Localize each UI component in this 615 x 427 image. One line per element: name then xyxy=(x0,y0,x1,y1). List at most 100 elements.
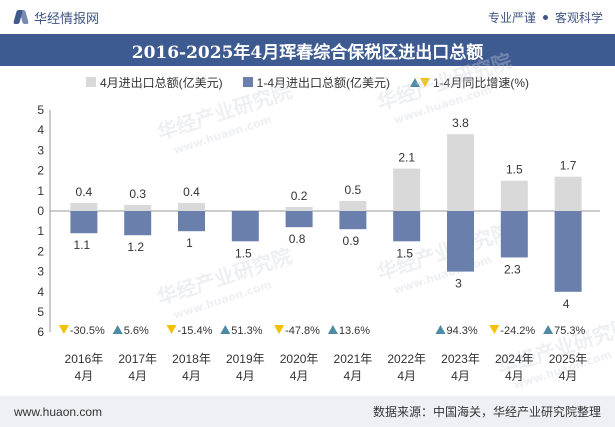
growth-up-icon xyxy=(112,325,123,334)
y-tick-label: 0 xyxy=(37,204,44,218)
growth-label: 51.3% xyxy=(231,325,262,337)
bar-total-label: 2.1 xyxy=(398,151,415,165)
bar-cumulative xyxy=(124,211,152,236)
x-tick-label-month: 4月 xyxy=(344,369,363,383)
growth-label: -15.4% xyxy=(178,325,213,337)
x-tick-label-year: 2022年 xyxy=(387,352,426,366)
x-tick-label-month: 4月 xyxy=(290,369,309,383)
growth-markers: -30.5% 5.6% -15.4% 51.3% -47.8% 13.6% 94.3% -24… xyxy=(58,325,586,337)
y-tick-label: 5 xyxy=(37,305,44,319)
bar-cumulative-label: 1.5 xyxy=(235,246,252,260)
growth-up-icon xyxy=(220,325,231,334)
y-tick-label: 2 xyxy=(37,244,44,258)
bar-total xyxy=(178,202,205,211)
bar-cumulative xyxy=(178,211,205,232)
x-tick-label-year: 2017年 xyxy=(118,352,157,366)
footer-website: www.huaon.com xyxy=(14,404,103,419)
bar-total xyxy=(70,202,98,211)
y-tick-label: 5 xyxy=(37,103,44,117)
footer: www.huaon.com 数据来源：中国海关，华经产业研究院整理 xyxy=(0,396,615,427)
bar-cumulative-label: 2.3 xyxy=(504,262,521,276)
legend-swatch-total xyxy=(85,77,96,87)
legend-item-cumulative: 1-4月进出口总额(亿美元) xyxy=(242,74,390,91)
x-axis: 2016年 4月 2017年 4月 2018年 4月 2019年 4月 2020年 4月 2021年… xyxy=(65,352,588,383)
growth-label: 13.6% xyxy=(339,325,370,337)
y-tick-label: 6 xyxy=(37,325,44,339)
growth-down-icon xyxy=(166,325,177,334)
bar-total xyxy=(447,134,474,211)
bar-total-label: 0.2 xyxy=(291,189,308,203)
triangle-down-icon xyxy=(420,77,430,87)
x-tick-label-year: 2016年 xyxy=(65,352,104,366)
chart-canvas: 华经产业研究院www.huaon.com华经产业研究院www.huaon.com… xyxy=(37,49,615,392)
brand: 华经情报网 xyxy=(14,8,99,27)
y-tick-label: 4 xyxy=(37,285,44,299)
chart-title: 2016-2025年4月珲春综合保税区进出口总额 xyxy=(131,42,484,63)
bar-total-label: 1.5 xyxy=(506,163,523,177)
bar-cumulative-label: 1.1 xyxy=(74,238,91,252)
y-tick-label: 1 xyxy=(37,184,44,198)
bar-cumulative-label: 1.2 xyxy=(127,240,144,254)
x-tick-label-month: 4月 xyxy=(505,369,524,383)
bar-total-label: 1.7 xyxy=(560,159,577,173)
growth-up-icon xyxy=(543,325,554,334)
x-tick-label-year: 2023年 xyxy=(441,352,480,366)
growth-down-icon xyxy=(489,325,500,334)
slogan-left: 专业严谨 xyxy=(487,10,536,25)
bar-cumulative xyxy=(500,211,528,258)
bar-cumulative xyxy=(554,211,582,292)
growth-label: 5.6% xyxy=(124,325,149,337)
x-tick-label-year: 2020年 xyxy=(280,352,319,366)
legend-swatch-cumulative xyxy=(242,77,253,87)
growth-label: -24.2% xyxy=(500,325,535,337)
x-tick-label-month: 4月 xyxy=(559,369,578,383)
x-tick-label-month: 4月 xyxy=(128,369,147,383)
chart-legend: 4月进出口总额(亿美元) 1-4月进出口总额(亿美元) 1-4月同比增速(%) xyxy=(0,72,615,92)
x-tick-label-year: 2024年 xyxy=(495,352,534,366)
bar-total xyxy=(124,204,152,211)
bar-cumulative-label: 1 xyxy=(186,236,193,250)
growth-down-icon xyxy=(274,325,285,334)
bar-total-label: 0.4 xyxy=(183,185,200,199)
bar-total-label: 3.8 xyxy=(452,116,469,130)
bar-total xyxy=(339,200,367,211)
y-tick-label: 2 xyxy=(37,164,44,178)
slogan-right: 客观科学 xyxy=(554,10,603,25)
brand-name: 华经情报网 xyxy=(34,10,100,26)
dot-separator-icon xyxy=(542,14,548,20)
growth-down-icon xyxy=(58,325,69,334)
bar-cumulative xyxy=(447,211,474,272)
growth-label: 94.3% xyxy=(447,325,478,337)
bar-total-label: 0.4 xyxy=(76,185,93,199)
bar-cumulative-label: 1.5 xyxy=(396,246,413,260)
top-bar: 华经情报网 专业严谨 客观科学 xyxy=(0,0,615,34)
bar-total xyxy=(500,180,528,211)
bar-cumulative xyxy=(231,211,259,242)
bar-cumulative xyxy=(393,211,421,242)
bar-total-label: 0.3 xyxy=(129,187,146,201)
x-tick-label-month: 4月 xyxy=(75,369,94,383)
bar-cumulative-label: 0.9 xyxy=(343,234,360,248)
y-tick-label: 1 xyxy=(37,224,44,238)
watermarks: 华经产业研究院www.huaon.com华经产业研究院www.huaon.com… xyxy=(154,49,615,392)
y-tick-label: 3 xyxy=(37,143,44,157)
x-tick-label-month: 4月 xyxy=(236,369,255,383)
bar-total-label: 0.5 xyxy=(345,183,362,197)
legend-item-growth: 1-4月同比增速(%) xyxy=(410,74,529,91)
x-tick-label-month: 4月 xyxy=(451,369,470,383)
growth-label: -47.8% xyxy=(285,325,320,337)
legend-label-growth: 1-4月同比增速(%) xyxy=(433,75,530,90)
y-tick-label: 3 xyxy=(37,265,44,279)
triangle-up-icon xyxy=(410,77,420,87)
growth-label: 75.3% xyxy=(554,325,585,337)
legend-item-total: 4月进出口总额(亿美元) xyxy=(85,74,223,91)
bar-cumulative xyxy=(339,211,367,230)
bar-cumulative-label: 3 xyxy=(455,277,462,291)
legend-label-total: 4月进出口总额(亿美元) xyxy=(99,75,223,90)
footer-source: 数据来源：中国海关，华经产业研究院整理 xyxy=(372,405,601,419)
y-tick-label: 4 xyxy=(37,123,44,137)
bar-total xyxy=(554,176,582,211)
bar-total xyxy=(285,206,313,211)
bars: 0.4 1.1 0.3 1.2 0.4 1 1.5 0.2 0.8 0.5 0.9 2.1 1.5 3.8… xyxy=(70,116,582,311)
bar-total xyxy=(393,168,421,211)
